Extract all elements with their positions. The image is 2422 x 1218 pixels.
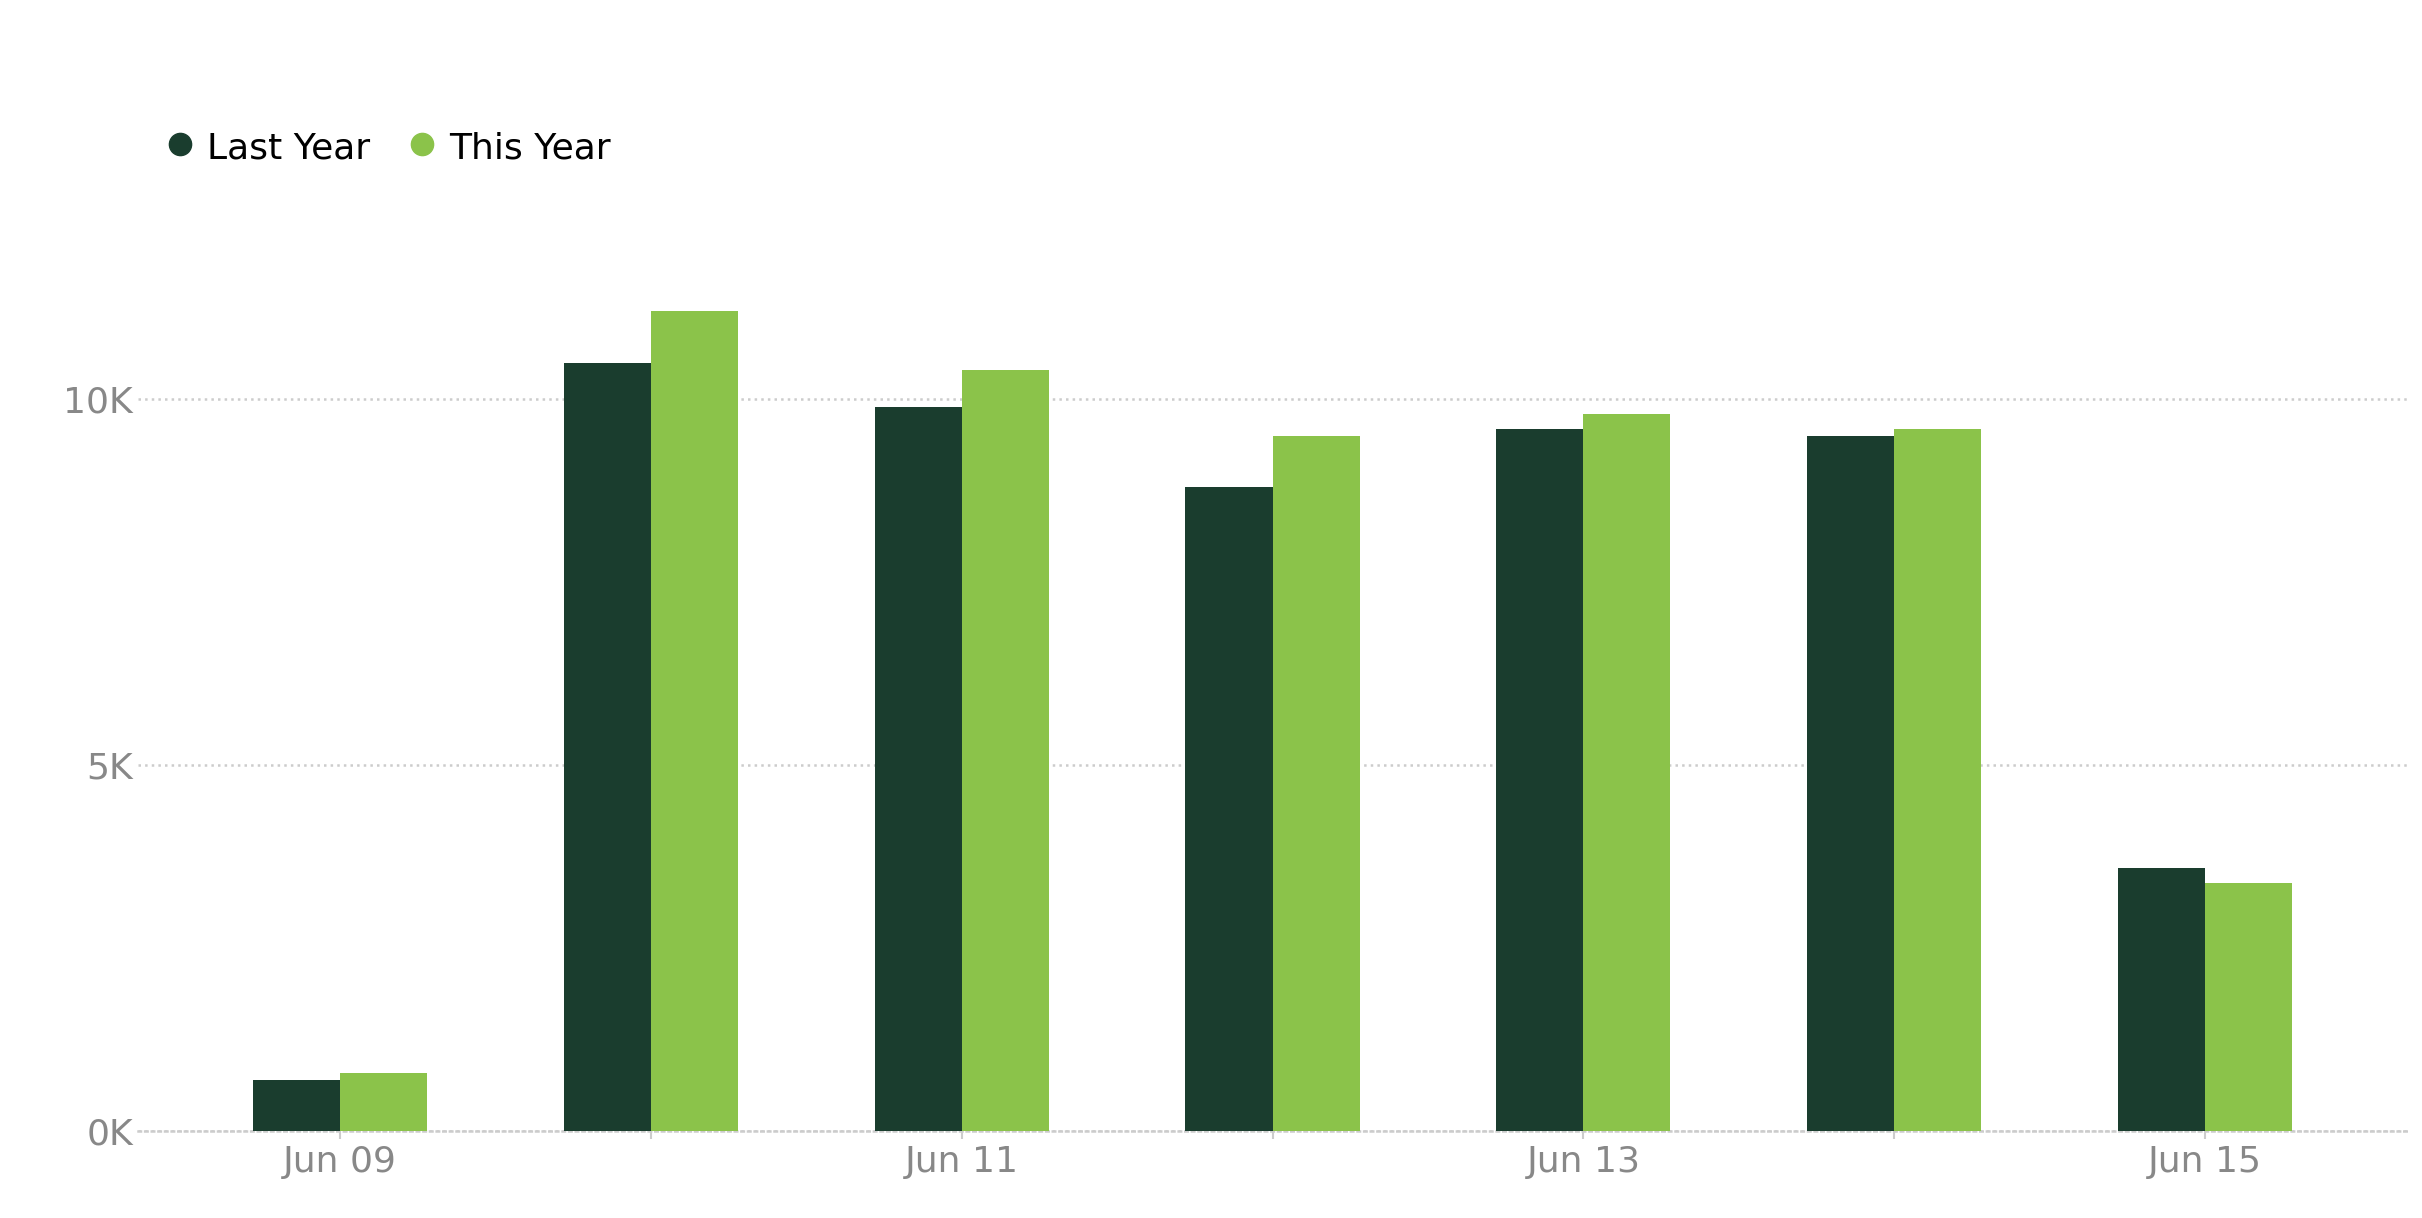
Bar bbox=[1807, 436, 1894, 1132]
Bar bbox=[874, 407, 962, 1132]
Bar bbox=[1497, 429, 1584, 1132]
Bar bbox=[962, 370, 1049, 1132]
Bar bbox=[252, 1080, 339, 1132]
Bar bbox=[339, 1073, 426, 1132]
Bar bbox=[2204, 883, 2291, 1132]
Bar bbox=[1184, 487, 1272, 1132]
Bar bbox=[1894, 429, 1981, 1132]
Bar bbox=[1272, 436, 1359, 1132]
Bar bbox=[564, 363, 652, 1132]
Legend: Last Year, This Year: Last Year, This Year bbox=[155, 116, 625, 180]
Bar bbox=[652, 312, 739, 1132]
Bar bbox=[1584, 414, 1671, 1132]
Bar bbox=[2117, 868, 2204, 1132]
